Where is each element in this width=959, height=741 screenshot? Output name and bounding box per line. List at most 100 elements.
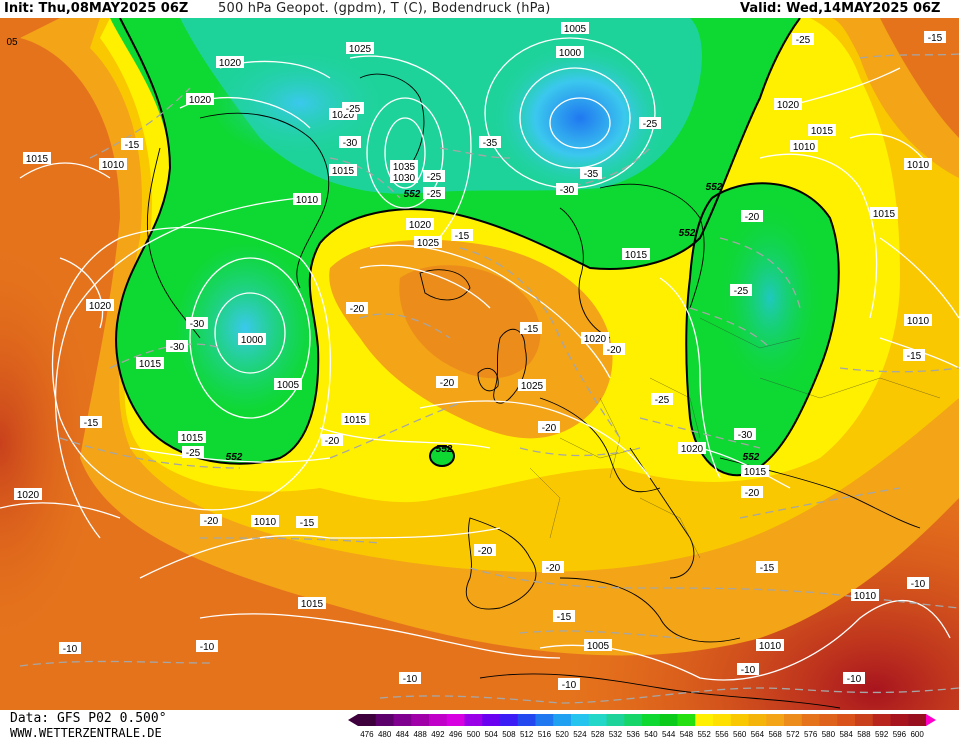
legend-tick-label: 508	[502, 730, 516, 739]
isobar-label-box	[86, 299, 114, 311]
isotherm-label: -25	[342, 102, 364, 115]
isobar-label: 1010	[851, 589, 879, 602]
isobar-label: 1015	[329, 164, 357, 177]
isobar-label-box	[584, 639, 612, 651]
isotherm-label-box	[196, 640, 218, 652]
isotherm-label: -25	[423, 187, 445, 200]
isotherm-label-box	[321, 434, 343, 446]
legend-swatch	[429, 714, 448, 726]
legend-swatch	[766, 714, 785, 726]
isotherm-label: -25	[730, 284, 752, 297]
legend-swatch	[482, 714, 501, 726]
contour-552-label: 552	[679, 228, 696, 239]
isobar-label-text: 1020	[17, 490, 40, 501]
isobar-label-text: 1005	[587, 641, 610, 652]
isobar-label: 1015	[870, 207, 898, 220]
isobar-label-box	[870, 207, 898, 219]
isotherm-label-text: -15	[524, 324, 539, 335]
isotherm-label-text: -15	[455, 231, 470, 242]
isotherm-label: -35	[479, 136, 501, 149]
isobar-label-box	[390, 171, 418, 183]
isotherm-label-text: -25	[643, 119, 658, 130]
legend-swatch	[464, 714, 483, 726]
isobar-label-box	[678, 442, 706, 454]
isotherm-label-text: -25	[796, 35, 811, 46]
isotherm-label-text: -35	[584, 169, 599, 180]
isotherm-label-text: -15	[84, 418, 99, 429]
isotherm-label-box	[556, 183, 578, 195]
isotherm-label-box	[542, 561, 564, 573]
isotherm-label-box	[843, 672, 865, 684]
contour-552-label: 552	[743, 452, 760, 463]
isotherm-label-text: -15	[557, 612, 572, 623]
isobar-label-box	[556, 46, 584, 58]
isotherm-label-text: -20	[440, 378, 455, 389]
isobar-label-text: 1010	[907, 316, 930, 327]
isotherm-label-box	[80, 416, 102, 428]
isotherm-label: -35	[580, 167, 602, 180]
isotherm-label-text: -15	[760, 563, 775, 574]
isotherm-label: -10	[59, 642, 81, 655]
isobar-label-box	[808, 124, 836, 136]
isotherm-label: -10	[843, 672, 865, 685]
legend-max-arrow	[926, 714, 936, 726]
isotherm-label-text: -35	[483, 138, 498, 149]
isobar-label-text: 1015	[811, 126, 834, 137]
isobar-label: 1015	[23, 152, 51, 165]
isobar-label-box	[622, 248, 650, 260]
isotherm-label-box	[186, 317, 208, 329]
legend-swatch	[624, 714, 643, 726]
isotherm-label-text: -30	[170, 342, 185, 353]
isobar-label-box	[904, 158, 932, 170]
isobar-label-text: 1005	[564, 24, 587, 35]
legend-swatch	[606, 714, 625, 726]
isotherm-label: -30	[734, 428, 756, 441]
isobar-label-box	[390, 160, 418, 172]
map-header: Init: Thu,08MAY2025 06Z 500 hPa Geopot. …	[0, 0, 959, 18]
legend-swatch	[535, 714, 554, 726]
isobar-label: 1025	[414, 236, 442, 249]
isobar-label-box	[274, 378, 302, 390]
legend-tick-label: 520	[555, 730, 569, 739]
isotherm-label-box	[346, 302, 368, 314]
field-cyan-atlantic-low	[175, 243, 315, 413]
isotherm-label: -10	[558, 678, 580, 691]
legend-tick-label: 492	[431, 730, 445, 739]
isotherm-label: -25	[651, 393, 673, 406]
isotherm-label: -20	[200, 514, 222, 527]
isotherm-label-box	[423, 170, 445, 182]
legend-tick-label: 596	[893, 730, 907, 739]
isotherm-label: -15	[903, 349, 925, 362]
contour-552-label: 552	[436, 444, 453, 455]
isobar-label-text: 1015	[344, 415, 367, 426]
isotherm-label: -20	[603, 343, 625, 356]
isobar-label: 1015	[178, 431, 206, 444]
legend-swatch	[500, 714, 519, 726]
isotherm-label-box	[903, 349, 925, 361]
isotherm-label: -20	[741, 210, 763, 223]
isobar-label-text: 1015	[26, 154, 49, 165]
isobar-label-box	[346, 42, 374, 54]
isobar-label: 1015	[741, 465, 769, 478]
color-legend: 476 480 484 488 492 496 500 504 508 512 516 520 524 5…	[348, 714, 936, 739]
isotherm-label-box	[558, 678, 580, 690]
isotherm-label-box	[520, 322, 542, 334]
isotherm-label: -15	[451, 229, 473, 242]
isotherm-label: -25	[182, 446, 204, 459]
isotherm-label-text: -25	[427, 172, 442, 183]
isobar-label: 1010	[904, 158, 932, 171]
isobar-label-text: 1015	[332, 166, 355, 177]
legend-tick-label: 580	[822, 730, 836, 739]
legend-tick-label: 576	[804, 730, 818, 739]
isobar-label-box	[904, 314, 932, 326]
legend-tick-label: 496	[449, 730, 463, 739]
isotherm-label-text: -20	[745, 212, 760, 223]
isobar-label-text: 1020	[89, 301, 112, 312]
legend-swatch	[358, 714, 377, 726]
isotherm-label: -15	[756, 561, 778, 574]
isotherm-label-box	[553, 610, 575, 622]
isobar-label-text: 1020	[332, 110, 355, 121]
isotherm-label-text: -30	[738, 430, 753, 441]
isobar-labels: 1025 1005 1000 1020 1020 1020 1015 1010 1015 1035…	[14, 22, 932, 652]
isotherm-label: -20	[346, 302, 368, 315]
